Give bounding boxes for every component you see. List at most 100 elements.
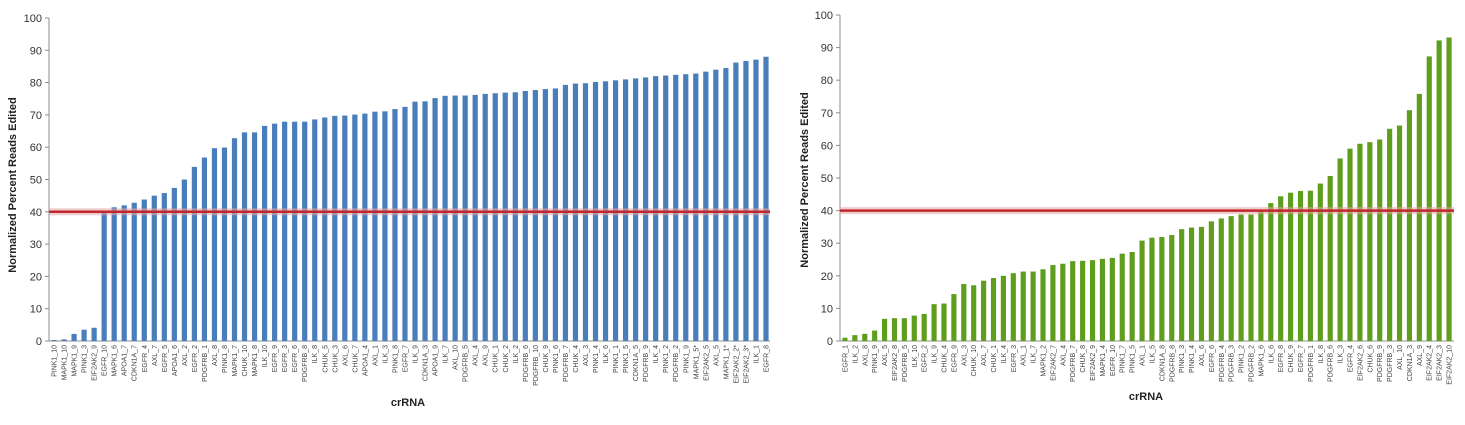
x-tick-label: EGFR_10 xyxy=(102,345,109,376)
bar xyxy=(1367,142,1373,341)
bar xyxy=(422,101,428,341)
bar xyxy=(322,117,328,341)
x-tick-label: AXL_1 xyxy=(1140,345,1147,366)
bar xyxy=(1337,158,1343,341)
x-tick-label: PDGFRB_7 xyxy=(563,345,570,382)
x-tick-label: EGFR_6 xyxy=(1209,345,1216,372)
bar xyxy=(1387,128,1393,341)
x-tick-label: CDKN1A_8 xyxy=(1159,345,1166,381)
bar xyxy=(1268,203,1274,341)
x-tick-label: APOA1_7 xyxy=(122,345,129,376)
bar xyxy=(941,303,947,341)
x-tick-label: EIF2AK2_3 xyxy=(1437,345,1444,381)
x-tick-label: APOA1_6 xyxy=(172,345,179,376)
x-tick-label: CHUK_1 xyxy=(493,345,500,373)
y-tick-label: 60 xyxy=(821,140,833,152)
x-tick-label: MAPK1_10 xyxy=(62,345,69,381)
bar xyxy=(482,93,488,341)
bar xyxy=(1070,261,1076,341)
bar xyxy=(1010,273,1016,341)
bar xyxy=(1080,260,1086,341)
x-tick-label: ILK_2 xyxy=(513,345,520,363)
x-tick-label: AXL_1 xyxy=(372,345,379,366)
bar xyxy=(901,318,907,341)
x-tick-label: EIF2AK2_6 xyxy=(1357,345,1364,381)
x-tick-label: AXL_9 xyxy=(1417,345,1424,366)
x-tick-label: CDKN1A_5 xyxy=(633,345,640,381)
bar xyxy=(1416,93,1422,341)
bar xyxy=(502,92,508,341)
bar xyxy=(1060,263,1066,341)
bar xyxy=(221,147,228,341)
bar xyxy=(1426,56,1432,341)
x-tick-label: ILK_9 xyxy=(932,345,939,363)
x-tick-label: EIF2AK2_3* xyxy=(743,345,750,384)
bar xyxy=(382,111,388,341)
bar xyxy=(302,121,308,341)
bar xyxy=(71,333,77,341)
bar xyxy=(352,114,358,342)
bar xyxy=(472,94,478,342)
bar xyxy=(1446,37,1452,342)
bar xyxy=(1258,210,1264,341)
x-tick-label: PDGFRB_6 xyxy=(1328,345,1335,382)
bar xyxy=(121,205,127,341)
bar xyxy=(1317,183,1323,341)
x-tick-label: MAPK1_8 xyxy=(252,345,259,377)
x-tick-label: CHUK_2 xyxy=(503,345,510,373)
bar xyxy=(1179,229,1185,341)
bar xyxy=(931,304,937,341)
x-tick-label: PDGFRB_2 xyxy=(1248,345,1255,382)
x-tick-label: CHUK_6 xyxy=(1367,345,1374,373)
x-tick-label: AXL_10 xyxy=(453,345,460,370)
y-axis-title: Normalized Percent Reads Edited xyxy=(799,92,811,267)
x-tick-label: PINK1_2 xyxy=(663,345,670,373)
bar xyxy=(161,193,167,341)
y-tick-label: 80 xyxy=(821,75,833,87)
x-axis-title: crRNA xyxy=(391,397,425,409)
x-tick-label: AXL_8 xyxy=(862,345,869,366)
x-tick-label: EGFR_8 xyxy=(763,345,770,372)
x-tick-label: CDKN1A_3 xyxy=(423,345,430,381)
bar xyxy=(693,73,699,341)
x-tick-label: ILK_5 xyxy=(1149,345,1156,363)
bar xyxy=(1040,269,1046,341)
x-tick-label: ILK_6 xyxy=(603,345,610,363)
y-tick-label: 70 xyxy=(821,108,833,120)
x-tick-label: CHUK_1 xyxy=(991,345,998,373)
x-tick-label: EIF2AK2_9 xyxy=(92,345,99,381)
bar xyxy=(141,199,147,341)
bar xyxy=(101,211,107,341)
x-tick-label: EGFR_2 xyxy=(192,345,199,372)
bar xyxy=(1238,214,1244,341)
bar xyxy=(1396,125,1403,341)
x-tick-label: PINK1_5 xyxy=(623,345,630,373)
x-tick-label: PDGFRB_8 xyxy=(302,345,309,382)
bar xyxy=(1406,110,1413,341)
bar xyxy=(111,207,117,341)
bar xyxy=(342,115,348,342)
x-tick-label: PINK1_7 xyxy=(1120,345,1127,373)
bar xyxy=(522,90,528,341)
x-tick-label: APOA1_9 xyxy=(433,345,440,376)
y-tick-label: 0 xyxy=(36,336,42,348)
bar xyxy=(512,92,518,341)
bar xyxy=(733,62,739,341)
bar xyxy=(683,74,689,342)
x-tick-label: CHUK_8 xyxy=(1080,345,1087,373)
bar xyxy=(402,106,408,341)
x-tick-label: ILK_9 xyxy=(413,345,420,363)
x-tick-label: AXL_6 xyxy=(342,345,349,366)
x-tick-label: PINK1_9 xyxy=(683,345,690,373)
bar xyxy=(713,69,719,342)
x-tick-label: PDGFRB_9 xyxy=(643,345,650,382)
bar xyxy=(921,313,927,341)
y-axis-title: Normalized Percent Reads Edited xyxy=(7,97,19,272)
x-tick-label: EGFR_10 xyxy=(1110,345,1117,376)
x-tick-label: CHUK_9 xyxy=(1288,345,1295,373)
y-tick-label: 50 xyxy=(30,175,42,187)
bar xyxy=(872,330,878,341)
bar xyxy=(1089,260,1096,341)
bar xyxy=(492,93,498,341)
bar xyxy=(91,327,97,341)
